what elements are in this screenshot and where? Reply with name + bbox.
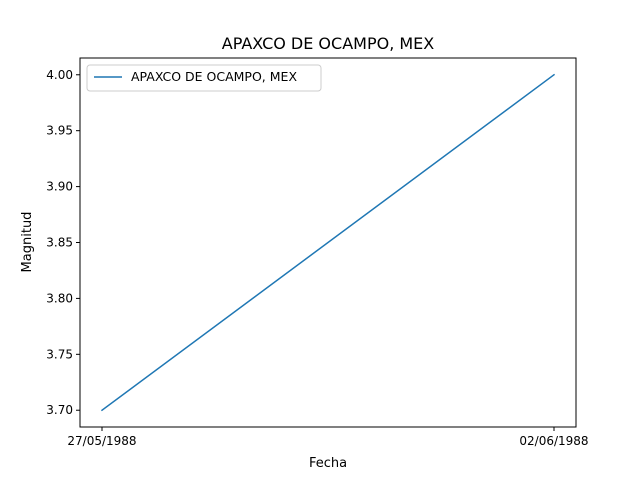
y-tick-label: 3.95 <box>46 124 73 138</box>
y-tick-label: 3.90 <box>46 180 73 194</box>
y-tick-label: 3.85 <box>46 236 73 250</box>
legend: APAXCO DE OCAMPO, MEX <box>86 64 322 92</box>
y-tick-label: 3.75 <box>46 347 73 361</box>
x-axis-label: Fecha <box>309 456 347 471</box>
y-tick-label: 4.00 <box>46 68 73 82</box>
series-layer <box>100 73 556 412</box>
plot-frame <box>79 57 577 428</box>
y-axis-label: Magnitud <box>20 212 35 273</box>
x-tick-label: 02/06/1988 <box>519 434 588 448</box>
chart-title: APAXCO DE OCAMPO, MEX <box>222 34 435 53</box>
legend-box <box>86 64 322 92</box>
x-tick-label: 27/05/1988 <box>67 434 136 448</box>
y-tick-label: 3.70 <box>46 403 73 417</box>
y-axis-ticks: 3.70 3.75 3.80 3.85 3.90 3.95 4.00 <box>46 68 80 417</box>
x-axis-ticks: 27/05/1988 02/06/1988 <box>67 427 589 448</box>
legend-label: APAXCO DE OCAMPO, MEX <box>131 69 297 84</box>
y-tick-label: 3.80 <box>46 291 73 305</box>
series-line <box>100 73 556 412</box>
